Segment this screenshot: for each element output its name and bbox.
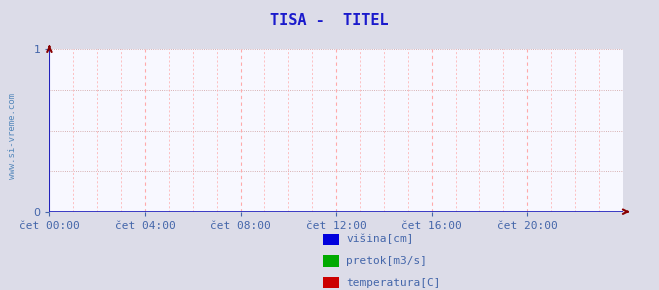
Text: pretok[m3/s]: pretok[m3/s] [346,256,427,266]
Text: temperatura[C]: temperatura[C] [346,278,440,288]
Text: www.si-vreme.com: www.si-vreme.com [8,93,17,179]
Text: višina[cm]: višina[cm] [346,234,413,244]
Text: TISA -  TITEL: TISA - TITEL [270,13,389,28]
